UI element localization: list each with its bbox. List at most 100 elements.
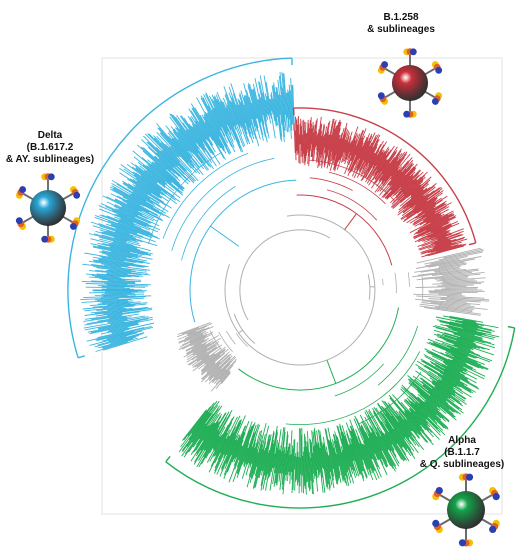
tree-tip — [253, 440, 264, 475]
tree-tip — [373, 412, 403, 460]
tree-tip — [123, 168, 161, 195]
tree-tip — [389, 159, 414, 187]
tree-tip — [432, 325, 483, 341]
tree-tip — [87, 316, 132, 325]
tree-tip — [416, 295, 490, 301]
tree-tip — [329, 440, 339, 482]
tree-tip — [404, 410, 432, 442]
tree-tip — [170, 146, 181, 158]
tree-tip — [99, 214, 154, 236]
tree-tip — [228, 92, 249, 145]
tree-tip — [189, 331, 209, 342]
tree-tip — [188, 408, 219, 453]
tree-tip — [382, 163, 401, 186]
tree-tip — [413, 192, 443, 213]
tree-tip — [423, 384, 449, 404]
tree-tip — [335, 435, 350, 486]
tree-tip — [408, 382, 438, 408]
tree-tip — [98, 258, 149, 268]
tree-tip — [320, 132, 327, 166]
tree-tip — [232, 425, 254, 483]
tree-tip — [419, 213, 440, 225]
tree-tip — [416, 205, 436, 219]
tree-tip — [445, 353, 466, 364]
tree-tip — [203, 114, 225, 152]
tree-tip — [213, 107, 236, 153]
tree-tip — [196, 411, 230, 468]
tree-tip — [325, 451, 333, 486]
tree-tip — [411, 392, 442, 421]
tree-tip — [413, 221, 449, 239]
tree-tip — [348, 428, 368, 479]
tree-tip — [347, 137, 363, 172]
tree-tip — [183, 410, 207, 441]
tree-tip — [260, 434, 272, 486]
tree-tip — [439, 336, 495, 356]
tree-tip — [84, 307, 147, 316]
spike-head — [47, 173, 55, 181]
tree-tip — [344, 133, 361, 175]
tree-tip — [110, 321, 125, 325]
tree-tip — [333, 127, 345, 166]
tree-tip — [435, 239, 452, 246]
tree-tip — [345, 430, 362, 474]
tree-tip — [182, 122, 201, 148]
tree-tip — [137, 162, 175, 192]
tree-tip — [191, 344, 216, 361]
tree-tip — [99, 278, 126, 281]
tree-tip — [101, 293, 135, 295]
tree-tip — [123, 182, 151, 200]
tree-tip — [327, 455, 335, 489]
tree-tip — [226, 425, 247, 473]
tree-tip — [308, 451, 312, 481]
tree-tip — [120, 204, 154, 222]
tree-tip — [311, 430, 316, 477]
tree-tip — [142, 164, 168, 185]
tree-tip — [385, 424, 410, 462]
tree-tip — [90, 314, 123, 320]
tree-tip — [206, 112, 220, 138]
tree-tip — [435, 365, 461, 381]
tree-tip — [412, 216, 456, 238]
tree-tip — [289, 430, 293, 476]
tree-tip — [219, 360, 237, 380]
tree-tip — [311, 120, 317, 162]
tree-tip — [425, 213, 442, 223]
tree-tip — [406, 176, 432, 199]
tree-tip — [350, 129, 364, 161]
tree-tip — [208, 438, 227, 473]
tree-tip — [220, 370, 231, 383]
tree-tip — [363, 134, 377, 161]
tree-tip — [265, 443, 275, 491]
tree-tip — [435, 243, 462, 253]
tree-tip — [95, 269, 142, 276]
tree-tip — [429, 394, 454, 415]
tree-tip — [364, 416, 383, 452]
tree-tip — [413, 293, 465, 297]
tree-tip — [409, 200, 447, 224]
tree-tip — [148, 133, 186, 172]
tree-tip — [129, 178, 160, 199]
tree-tip — [402, 199, 437, 223]
tree-tip — [400, 388, 444, 431]
tree-tip — [101, 257, 125, 262]
tree-tip — [199, 405, 223, 440]
tree-tip — [240, 101, 252, 135]
tree-tip — [148, 165, 181, 193]
tree-tip — [100, 300, 128, 303]
tree-tip — [215, 364, 234, 385]
tree-tip — [416, 217, 449, 235]
spike-head — [403, 110, 411, 118]
tree-tip — [119, 219, 142, 229]
tree-tip — [430, 302, 475, 308]
tree-tip — [115, 208, 136, 218]
tree-tip — [107, 280, 135, 283]
tree-tip — [110, 251, 138, 258]
tree-tip — [114, 213, 159, 233]
tree-tip — [377, 402, 414, 456]
tree-tip — [102, 330, 143, 342]
tree-tip — [257, 450, 265, 478]
tree-tip — [309, 128, 313, 152]
tree-tip — [423, 213, 445, 226]
tree-tip — [403, 176, 426, 197]
